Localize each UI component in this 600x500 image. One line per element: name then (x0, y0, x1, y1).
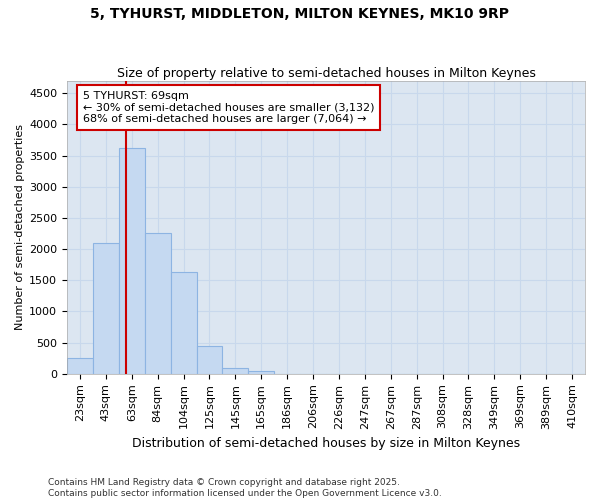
Bar (119, 148, 145, 374)
Text: Contains HM Land Registry data © Crown copyright and database right 2025.
Contai: Contains HM Land Registry data © Crown c… (48, 478, 442, 498)
Bar (197, 346, 223, 374)
Y-axis label: Number of semi-detached properties: Number of semi-detached properties (15, 124, 25, 330)
Text: 5, TYHURST, MIDDLETON, MILTON KEYNES, MK10 9RP: 5, TYHURST, MIDDLETON, MILTON KEYNES, MK… (91, 8, 509, 22)
Text: 5 TYHURST: 69sqm
← 30% of semi-detached houses are smaller (3,132)
68% of semi-d: 5 TYHURST: 69sqm ← 30% of semi-detached … (83, 91, 374, 124)
Bar (67, 358, 93, 374)
Bar (248, 370, 274, 374)
Bar (223, 368, 248, 374)
Title: Size of property relative to semi-detached houses in Milton Keynes: Size of property relative to semi-detach… (116, 66, 535, 80)
Bar (93, 243, 119, 374)
X-axis label: Distribution of semi-detached houses by size in Milton Keynes: Distribution of semi-detached houses by … (132, 437, 520, 450)
Bar (145, 234, 170, 374)
Bar (170, 272, 197, 374)
